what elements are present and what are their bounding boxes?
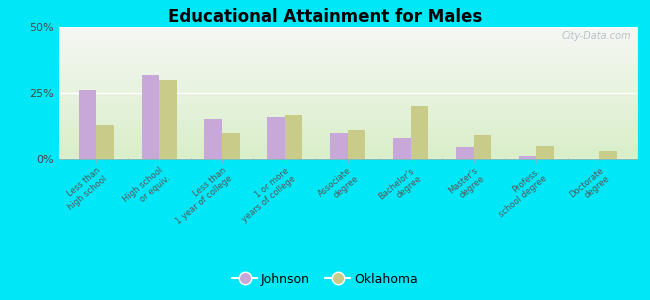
Text: City-Data.com: City-Data.com: [562, 31, 631, 41]
Bar: [285, 116, 302, 159]
Text: Educational Attainment for Males: Educational Attainment for Males: [168, 8, 482, 26]
Bar: [536, 146, 554, 159]
Bar: [393, 138, 411, 159]
Legend: Johnson, Oklahoma: Johnson, Oklahoma: [227, 268, 422, 291]
Bar: [267, 117, 285, 159]
Bar: [473, 135, 491, 159]
Bar: [519, 156, 536, 159]
Bar: [599, 151, 617, 159]
Bar: [222, 133, 240, 159]
Bar: [456, 147, 473, 159]
Bar: [142, 74, 159, 159]
Bar: [159, 80, 177, 159]
Bar: [411, 106, 428, 159]
Bar: [204, 119, 222, 159]
Bar: [348, 130, 365, 159]
Bar: [79, 90, 96, 159]
Bar: [330, 133, 348, 159]
Bar: [96, 125, 114, 159]
